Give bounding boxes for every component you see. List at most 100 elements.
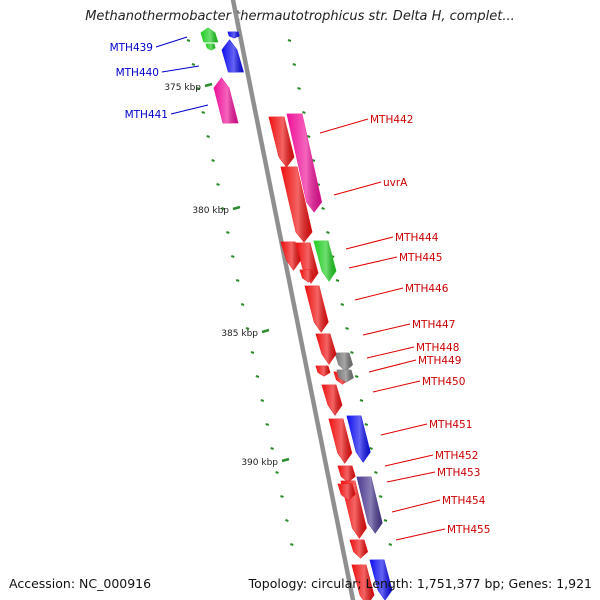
- tick-mark: [186, 39, 191, 42]
- gene-arrow-mth445[interactable]: [313, 240, 337, 282]
- gene-label-uvra[interactable]: uvrA: [383, 177, 408, 189]
- major-tick: [232, 205, 241, 211]
- tick-mark: [206, 135, 210, 138]
- gene-label-mth442[interactable]: MTH442: [370, 114, 413, 126]
- scale-layer: 375 kbp 380 kbp 385 kbp 390 kbp: [164, 82, 290, 468]
- leader-line: [354, 287, 404, 301]
- gene-label-mth440[interactable]: MTH440: [116, 67, 159, 79]
- tick-mark: [255, 375, 260, 378]
- gene-arrow-mth453[interactable]: [337, 465, 356, 483]
- tick-mark: [245, 327, 250, 330]
- gene-arrow-mth447[interactable]: [304, 285, 329, 333]
- major-tick: [261, 328, 270, 334]
- tick-mark: [230, 255, 235, 258]
- scale-label: 375 kbp: [164, 83, 201, 93]
- tick-mark: [383, 519, 388, 522]
- gene-fragment[interactable]: [349, 539, 369, 559]
- gene-label-mth445[interactable]: MTH445: [399, 252, 442, 264]
- leader-line: [380, 423, 428, 436]
- gene-label-mth444[interactable]: MTH444: [395, 232, 439, 244]
- gene-fragment[interactable]: [205, 43, 216, 51]
- gene-fragment[interactable]: [299, 269, 315, 283]
- gene-label-mth441[interactable]: MTH441: [125, 109, 168, 121]
- leader-line: [372, 380, 421, 393]
- tick-mark: [275, 471, 279, 474]
- gene-label-mth447[interactable]: MTH447: [412, 319, 455, 331]
- gene-arrow-mth442[interactable]: [268, 116, 295, 168]
- tick-mark: [345, 327, 349, 330]
- tick-mark: [240, 303, 245, 306]
- gene-label-mth446[interactable]: MTH446: [405, 283, 449, 295]
- gene-arrow-mth451[interactable]: [346, 415, 371, 463]
- accession-label: Accession:: [9, 576, 76, 591]
- tick-mark: [326, 231, 330, 234]
- tick-mark: [260, 399, 265, 402]
- major-tick: [281, 457, 290, 463]
- gene-arrow-mth440[interactable]: [221, 39, 244, 73]
- genes-layer: [200, 27, 393, 600]
- gene-arrow-mth452[interactable]: [328, 418, 353, 464]
- tick-mark: [340, 303, 345, 306]
- tick-mark: [321, 207, 325, 210]
- tick-mark: [306, 135, 311, 138]
- gene-arrow-mth450[interactable]: [321, 384, 343, 416]
- gene-label-mth451[interactable]: MTH451: [429, 419, 472, 431]
- tick-mark: [196, 87, 201, 90]
- tick-mark: [302, 111, 306, 114]
- gene-arrow-mth448[interactable]: [334, 352, 354, 372]
- topology-footer: Topology: circular; Length: 1,751,377 bp…: [248, 576, 592, 591]
- tick-mark: [216, 183, 220, 186]
- gene-fragment[interactable]: [351, 564, 375, 600]
- gene-label-mth454[interactable]: MTH454: [442, 495, 486, 507]
- gene-arrow-uvra[interactable]: [286, 113, 323, 213]
- gene-label-mth452[interactable]: MTH452: [435, 450, 478, 462]
- leader-line: [155, 36, 188, 48]
- tick-mark: [297, 87, 301, 90]
- tick-mark: [350, 351, 354, 354]
- tick-mark: [292, 63, 297, 66]
- leader-line: [391, 499, 441, 513]
- tick-mark: [374, 471, 378, 474]
- gene-arrow-mth441[interactable]: [213, 77, 239, 124]
- gene-label-mth449[interactable]: MTH449: [418, 355, 461, 367]
- tick-mark: [335, 279, 340, 282]
- leader-line: [161, 65, 200, 73]
- leader-line: [170, 104, 209, 115]
- leader-line: [362, 323, 411, 336]
- gene-arrow-mth439[interactable]: [200, 27, 219, 43]
- tick-mark: [211, 159, 215, 162]
- scale-label: 380 kbp: [192, 206, 229, 216]
- gene-label-mth455[interactable]: MTH455: [447, 524, 490, 536]
- tick-mark: [354, 375, 359, 378]
- gene-label-mth453[interactable]: MTH453: [437, 467, 480, 479]
- leader-line: [395, 528, 446, 541]
- tick-mark: [378, 495, 383, 498]
- gene-arrow-mth454[interactable]: [356, 476, 383, 534]
- tick-mark: [191, 63, 196, 66]
- tick-mark: [290, 543, 294, 546]
- tick-mark: [285, 519, 289, 522]
- leader-line: [348, 256, 398, 269]
- gene-arrow-mth449[interactable]: [315, 333, 337, 365]
- gene-fragment[interactable]: [315, 365, 331, 377]
- gene-arrow-mth444[interactable]: [280, 166, 313, 243]
- tick-mark: [280, 495, 284, 498]
- tick-mark: [221, 207, 225, 210]
- gene-labels-layer: MTH439 MTH440 MTH441 MTH442 uvrA MTH444 MTH445…: [110, 36, 490, 541]
- gene-fragment[interactable]: [336, 369, 354, 383]
- leader-line: [319, 118, 369, 134]
- tick-mark: [364, 423, 369, 426]
- gene-fragment[interactable]: [227, 31, 240, 39]
- major-tick: [204, 82, 213, 88]
- gene-fragment[interactable]: [369, 559, 393, 600]
- tick-mark: [270, 447, 274, 450]
- leader-line: [368, 359, 417, 373]
- scale-label: 385 kbp: [221, 329, 258, 339]
- gene-label-mth450[interactable]: MTH450: [422, 376, 465, 388]
- gene-fragment[interactable]: [280, 241, 302, 271]
- gene-label-mth448[interactable]: MTH448: [416, 342, 459, 354]
- tick-mark: [265, 423, 270, 426]
- gene-fragment[interactable]: [337, 483, 356, 501]
- gene-label-mth439[interactable]: MTH439: [110, 42, 153, 54]
